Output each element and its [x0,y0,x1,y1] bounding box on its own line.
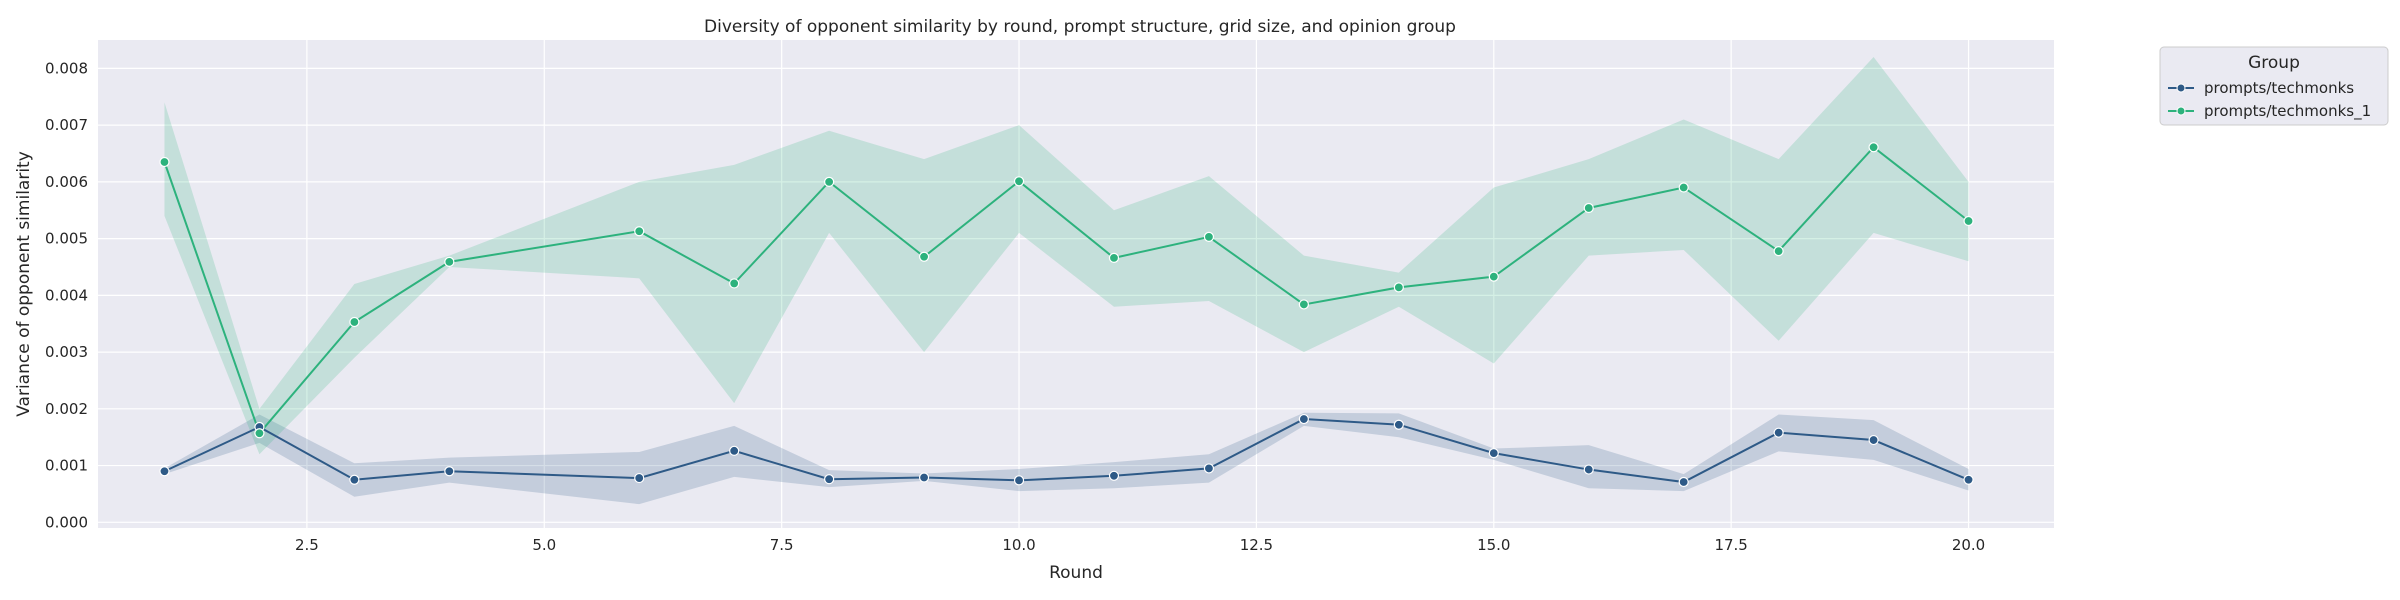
data-point [349,474,360,485]
y-tick-label: 0.003 [45,343,88,361]
data-point [444,466,455,477]
y-tick-label: 0.000 [45,513,88,531]
legend-marker [2176,83,2186,93]
y-tick-label: 0.005 [45,230,88,248]
plot-area [98,40,2054,528]
data-point [1393,282,1404,293]
data-point [1108,470,1120,481]
data-point [159,466,170,477]
data-point [1773,245,1784,257]
legend-label: prompts/techmonks [2204,79,2354,97]
data-point [349,316,360,328]
y-axis-label: Variance of opponent similarity [14,151,34,417]
y-axis-ticks: 0.000 0.001 0.002 0.003 0.004 0.005 0.006 0.007… [45,59,88,531]
data-point [1773,427,1784,438]
y-tick-label: 0.002 [45,400,88,418]
data-point [1298,299,1309,310]
y-tick-label: 0.001 [45,457,88,475]
legend-item: prompts/techmonks [2168,79,2354,97]
data-point [1298,413,1309,425]
legend-box [2159,46,2389,126]
data-point [1013,475,1025,486]
x-axis-label: Round [1049,563,1103,583]
data-point [1963,215,1974,227]
data-point [824,474,835,485]
data-point [1013,176,1025,187]
confidence-bands [164,57,1969,505]
legend-title: Group [2248,53,2300,73]
data-point [159,156,170,168]
legend-label: prompts/techmonks_1 [2204,102,2371,121]
series-markers [159,142,1974,488]
legend-item: prompts/techmonks_1 [2168,102,2371,121]
data-point [444,256,455,267]
chart-title: Diversity of opponent similarity by roun… [704,17,1456,37]
legend-marker [2176,106,2186,116]
data-point [634,226,645,237]
x-tick-label: 5.0 [532,536,556,554]
data-point [1393,419,1404,430]
confidence-band [164,412,1969,505]
x-tick-label: 7.5 [770,536,794,554]
data-point [1678,182,1689,193]
y-tick-label: 0.006 [45,173,88,191]
x-tick-label: 2.5 [295,536,319,554]
legend: Group prompts/techmonks prompts/techmonks… [2159,46,2389,126]
data-point [729,278,740,289]
y-tick-label: 0.004 [45,286,88,304]
data-point [1963,474,1974,485]
data-point [918,251,930,262]
x-axis-ticks: 2.5 5.0 7.5 10.0 12.5 15.0 17.5 20.0 [295,536,1985,554]
x-tick-label: 17.5 [1714,536,1747,554]
data-point [1868,434,1879,446]
data-point [824,176,835,187]
data-point [1583,202,1594,214]
x-tick-label: 12.5 [1240,536,1273,554]
data-point [918,472,930,483]
data-point [1678,476,1689,488]
x-tick-label: 10.0 [1002,536,1035,554]
x-tick-label: 15.0 [1477,536,1510,554]
x-tick-label: 20.0 [1952,536,1985,554]
data-point [1583,464,1594,475]
data-point [254,428,265,439]
y-tick-label: 0.007 [45,116,88,134]
grid [98,40,2054,528]
confidence-band [164,57,1969,455]
data-point [1488,271,1499,282]
data-point [1868,142,1879,153]
data-point [1488,447,1499,459]
y-tick-label: 0.008 [45,59,88,77]
data-point [1203,231,1215,243]
data-point [1108,252,1120,263]
data-point [634,472,645,484]
data-point [729,445,740,456]
data-point [1203,463,1215,474]
